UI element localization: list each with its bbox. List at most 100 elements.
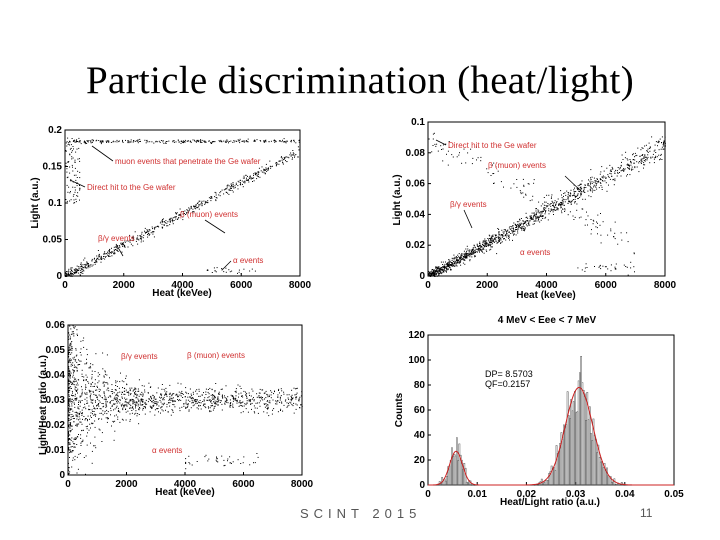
data-point-alpha bbox=[598, 266, 600, 268]
data-point-beta-gamma bbox=[438, 272, 440, 274]
data-point-beta-gamma bbox=[71, 446, 73, 447]
data-point-beta-gamma bbox=[78, 414, 80, 416]
data-point-direct-hit bbox=[77, 192, 79, 194]
data-point-beta-gamma bbox=[491, 240, 493, 242]
data-point-direct-hit bbox=[613, 236, 615, 237]
data-point-alpha bbox=[577, 267, 579, 269]
data-point-muon bbox=[223, 140, 225, 142]
data-point-beta-gamma bbox=[632, 168, 634, 170]
data-point-beta-gamma bbox=[265, 167, 267, 169]
data-point-muon bbox=[196, 139, 198, 141]
data-point-beta-gamma bbox=[101, 418, 103, 420]
data-point-beta-gamma bbox=[106, 405, 108, 407]
data-point-beta-gamma bbox=[626, 175, 627, 177]
data-point-beta-gamma bbox=[245, 395, 247, 396]
data-point-beta-gamma bbox=[637, 147, 639, 149]
data-point-beta-gamma bbox=[188, 210, 190, 212]
data-point-beta-gamma bbox=[196, 407, 198, 409]
data-point-beta-gamma bbox=[615, 169, 617, 171]
data-point-beta-gamma bbox=[68, 401, 70, 403]
data-point-beta-gamma bbox=[76, 265, 78, 267]
data-point-beta-gamma bbox=[272, 409, 273, 411]
data-point-muon bbox=[127, 142, 129, 144]
y-tick-label: 0.04 bbox=[46, 370, 66, 381]
data-point-beta-gamma bbox=[608, 184, 609, 186]
data-point-muon bbox=[87, 141, 89, 143]
data-point-beta-gamma bbox=[214, 196, 216, 198]
data-point-beta-gamma bbox=[534, 215, 536, 217]
data-point-direct-hit bbox=[614, 221, 616, 223]
data-point-beta-gamma bbox=[585, 187, 587, 188]
data-point-muon bbox=[90, 140, 92, 142]
data-point-beta-gamma bbox=[286, 394, 288, 396]
data-point-beta-gamma bbox=[68, 387, 70, 388]
data-point-muon bbox=[158, 140, 160, 142]
data-point-direct-hit bbox=[442, 144, 444, 146]
data-point-direct-hit bbox=[520, 191, 522, 193]
data-point-beta-gamma bbox=[279, 399, 281, 401]
data-point-beta-gamma bbox=[435, 270, 436, 272]
data-point-beta-gamma bbox=[153, 236, 155, 238]
data-point-beta-gamma bbox=[90, 393, 92, 395]
x-tick-label: 0 bbox=[425, 489, 431, 500]
data-point-beta-gamma bbox=[96, 255, 98, 257]
data-point-beta-gamma bbox=[119, 411, 121, 413]
data-point-beta-gamma bbox=[68, 378, 70, 380]
data-point-beta-gamma bbox=[530, 217, 532, 219]
data-point-beta-gamma bbox=[75, 424, 77, 426]
data-point-beta-gamma bbox=[99, 429, 101, 431]
data-point-beta-gamma bbox=[237, 384, 239, 386]
data-point-beta-gamma bbox=[76, 414, 78, 416]
data-point-direct-hit bbox=[590, 233, 592, 235]
data-point-beta-gamma bbox=[663, 141, 665, 143]
data-point-beta-gamma bbox=[242, 401, 244, 403]
data-point-beta-gamma bbox=[68, 354, 70, 355]
data-point-beta-gamma bbox=[286, 161, 288, 163]
data-point-beta-gamma bbox=[146, 403, 148, 405]
data-point-beta-gamma bbox=[72, 333, 74, 335]
data-point-beta-gamma bbox=[255, 174, 257, 176]
data-point-beta-gamma bbox=[215, 383, 217, 384]
data-point-beta-gamma bbox=[446, 263, 448, 264]
data-point-beta-gamma bbox=[99, 255, 101, 257]
data-point-beta-gamma bbox=[85, 388, 86, 390]
x-tick-label: 6000 bbox=[595, 280, 618, 291]
data-point-beta-gamma bbox=[440, 261, 442, 263]
data-point-beta-gamma bbox=[501, 229, 503, 231]
data-point-beta-gamma bbox=[115, 385, 117, 386]
data-point-beta-gamma bbox=[531, 218, 533, 220]
data-point-beta-gamma bbox=[71, 275, 73, 277]
data-point-beta-gamma bbox=[96, 408, 98, 410]
data-point-beta-gamma bbox=[479, 244, 481, 246]
data-point-beta-gamma bbox=[582, 198, 584, 200]
data-point-beta-gamma bbox=[97, 258, 99, 260]
data-point-beta-gamma bbox=[126, 405, 128, 407]
data-point-beta-gamma bbox=[213, 407, 215, 409]
data-point-beta-gamma bbox=[69, 388, 71, 390]
data-point-beta-gamma bbox=[70, 381, 71, 383]
data-point-beta-gamma bbox=[92, 390, 94, 392]
data-point-beta-gamma bbox=[183, 403, 184, 405]
data-point-beta-gamma bbox=[508, 235, 510, 237]
data-point-beta-gamma bbox=[221, 403, 223, 405]
data-point-beta-gamma bbox=[283, 158, 285, 160]
data-point-beta-gamma bbox=[514, 223, 516, 225]
data-point-beta-gamma bbox=[632, 153, 634, 155]
data-point-beta-gamma bbox=[253, 400, 255, 402]
data-point-direct-hit bbox=[79, 187, 81, 189]
data-point-beta-gamma bbox=[623, 170, 625, 172]
data-point-beta-gamma bbox=[189, 388, 191, 390]
arrow-direct-hit bbox=[69, 179, 86, 188]
data-point-beta-gamma bbox=[82, 340, 84, 342]
data-point-direct-hit bbox=[448, 146, 450, 148]
x-tick-label: 0.04 bbox=[615, 489, 635, 500]
data-point-beta-gamma bbox=[295, 396, 297, 398]
data-point-beta-gamma bbox=[218, 392, 220, 394]
data-point-beta-gamma bbox=[448, 262, 450, 264]
data-point-beta-gamma bbox=[116, 393, 118, 395]
data-point-beta-gamma bbox=[266, 405, 268, 407]
data-point-beta-gamma bbox=[605, 177, 607, 179]
data-point-beta-gamma bbox=[78, 266, 80, 267]
data-point-beta-gamma bbox=[664, 142, 666, 144]
data-point-beta-gamma bbox=[100, 408, 102, 410]
